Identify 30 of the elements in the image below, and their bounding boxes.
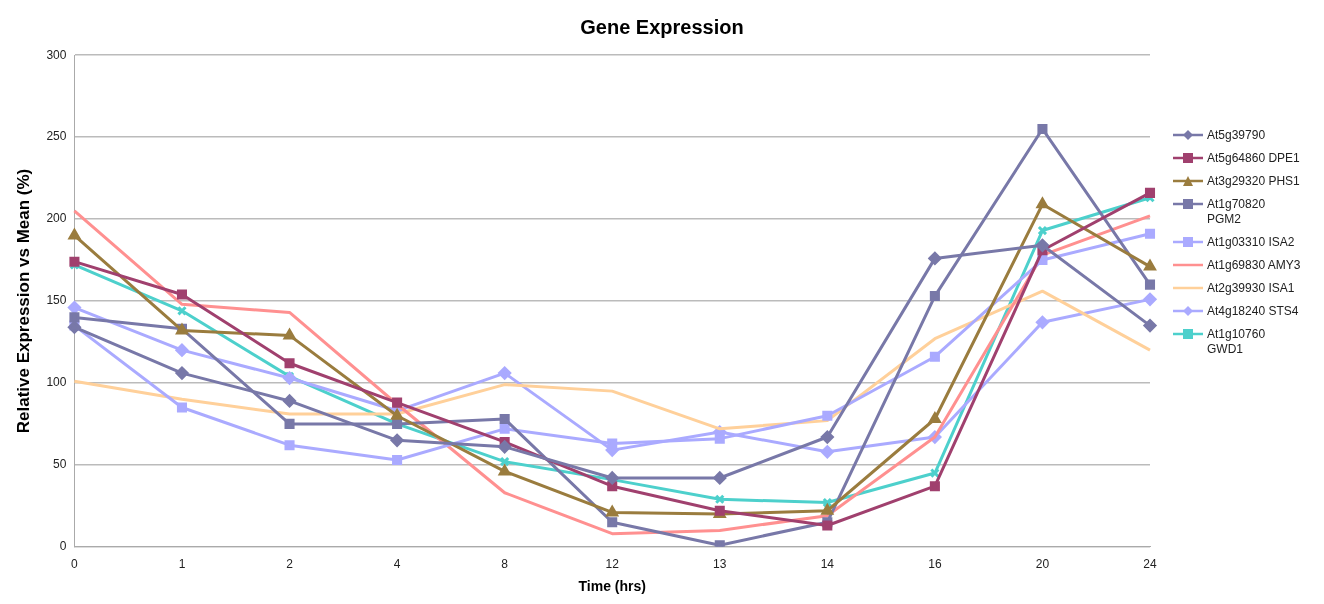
x-tick-label: 2 xyxy=(286,557,294,572)
legend-label: At5g39790 xyxy=(1207,128,1267,143)
y-tick-label: 100 xyxy=(46,375,67,390)
y-tick-label: 50 xyxy=(53,457,67,472)
y-tick-label: 200 xyxy=(46,211,67,226)
legend-label: At5g64860 DPE1 xyxy=(1207,151,1301,166)
legend-label: At1g70820 PGM2 xyxy=(1207,197,1267,227)
x-tick-label: 24 xyxy=(1143,557,1157,572)
x-tick-label: 13 xyxy=(713,557,727,572)
legend-label: At1g69830 AMY3 xyxy=(1207,258,1302,273)
x-tick-label: 1 xyxy=(178,557,186,572)
chart-title: Gene Expression xyxy=(579,16,745,39)
x-tick-label: 12 xyxy=(605,557,620,572)
x-tick-label: 16 xyxy=(928,557,942,572)
y-axis-title: Relative Expression vs Mean (%) xyxy=(13,168,33,434)
legend-label: At1g10760 GWD1 xyxy=(1207,327,1267,357)
y-tick-label: 0 xyxy=(59,539,67,554)
y-tick-label: 250 xyxy=(46,129,67,144)
legend-label: At3g29320 PHS1 xyxy=(1207,174,1301,189)
x-axis-title: Time (hrs) xyxy=(578,578,646,595)
x-tick-label: 0 xyxy=(71,557,79,572)
y-tick-label: 150 xyxy=(46,293,67,308)
x-tick-label: 14 xyxy=(820,557,835,572)
x-tick-label: 8 xyxy=(501,557,509,572)
legend-label: At4g18240 STS4 xyxy=(1207,304,1300,319)
legend-label: At2g39930 ISA1 xyxy=(1207,281,1296,296)
legend-label: At1g03310 ISA2 xyxy=(1207,235,1296,250)
y-tick-label: 300 xyxy=(46,47,67,62)
x-tick-label: 4 xyxy=(393,557,401,572)
x-tick-label: 20 xyxy=(1035,557,1050,572)
